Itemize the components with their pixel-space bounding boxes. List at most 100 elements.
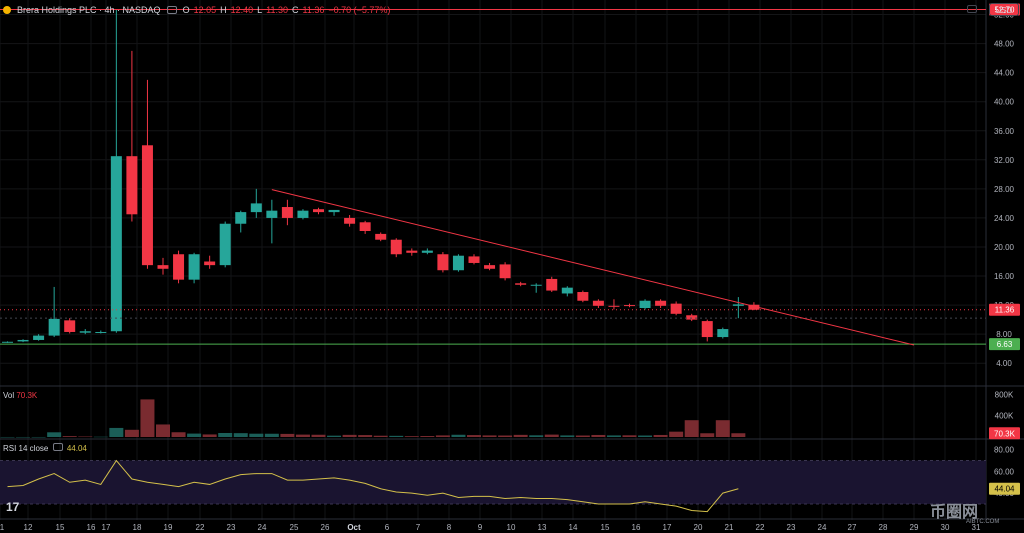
candle	[406, 248, 418, 256]
candle	[48, 286, 60, 338]
volume-bar	[373, 435, 388, 437]
trend-line	[271, 189, 915, 346]
low-value: 11.30	[266, 5, 289, 15]
price-tick-label: 20.00	[994, 243, 1015, 252]
candle-body	[95, 331, 107, 333]
rsi-eye-icon[interactable]	[52, 443, 63, 451]
time-tick-label: 9	[478, 523, 483, 532]
time-tick-label: 22	[196, 523, 205, 532]
eye-icon[interactable]	[166, 6, 177, 14]
change-value: −0.70 (−5.77%)	[328, 5, 391, 15]
candle-body	[188, 254, 200, 280]
volume-bar	[0, 436, 15, 438]
currency-button[interactable]: USD	[989, 3, 1019, 16]
candle-body	[406, 250, 418, 253]
rsi-tick-label: 80.00	[994, 446, 1015, 455]
symbol-title[interactable]: Brera Holdings PLC · 4h · NASDAQ	[17, 5, 161, 15]
candle	[126, 50, 138, 222]
volume-bar	[295, 434, 310, 437]
volume-bar	[327, 435, 342, 437]
candle	[157, 257, 169, 275]
candle-body	[110, 156, 122, 332]
tradingview-logo[interactable]: 17	[6, 500, 20, 514]
volume-tick-label: 400K	[995, 412, 1014, 421]
time-tick-label: 17	[102, 523, 111, 532]
time-tick-label: 23	[227, 523, 236, 532]
candle-body	[639, 300, 651, 308]
candle-body	[297, 210, 309, 218]
candle	[328, 209, 340, 216]
candle-body	[126, 156, 138, 215]
volume-bar	[715, 420, 730, 437]
candle	[468, 254, 480, 265]
candle-body	[655, 300, 667, 306]
candle	[281, 199, 293, 226]
price-tick-label: 4.00	[996, 359, 1012, 368]
candle	[701, 319, 713, 342]
volume-bar	[560, 435, 575, 437]
price-tick-label: 32.00	[994, 156, 1015, 165]
candle-body	[2, 341, 13, 343]
watermark: 币圈网	[930, 504, 979, 521]
compare-icon[interactable]	[967, 5, 977, 13]
price-tick-label: 48.00	[994, 40, 1015, 49]
price-tick-label: 36.00	[994, 127, 1015, 136]
candle	[375, 232, 387, 242]
time-tick-label: 14	[569, 523, 578, 532]
candle-body	[561, 287, 573, 294]
volume-bar	[404, 436, 419, 437]
time-tick-label: 30	[941, 523, 950, 532]
volume-value: 70.3K	[16, 391, 38, 400]
support-price-label: 6.63	[997, 340, 1013, 349]
time-tick-label: 8	[447, 523, 452, 532]
candle-body	[328, 209, 340, 213]
candle	[204, 255, 216, 269]
candle-body	[717, 329, 729, 338]
volume-bar	[156, 424, 170, 437]
grid-lines	[0, 0, 1024, 520]
volume-bar	[280, 433, 295, 437]
time-tick-label: 13	[538, 523, 547, 532]
last-price-label-bg	[989, 303, 1020, 316]
time-tick-label: 12	[24, 523, 33, 532]
candle	[624, 303, 635, 308]
time-tick-label: 20	[694, 523, 703, 532]
price-axis: 4.008.0012.0016.0020.0024.0028.0032.0036…	[989, 3, 1020, 368]
volume-bar	[124, 429, 139, 437]
time-tick-label: Oct	[347, 523, 361, 532]
volume-bar	[218, 433, 233, 437]
candle	[437, 252, 449, 273]
candle-body	[577, 292, 589, 301]
candle-body	[173, 254, 185, 280]
time-tick-label: 22	[756, 523, 765, 532]
candle-body	[468, 256, 480, 263]
candle-body	[17, 339, 29, 342]
candle	[421, 248, 433, 255]
time-tick-label: 6	[385, 523, 390, 532]
candle-body	[701, 321, 713, 338]
rsi-line	[7, 459, 739, 513]
time-tick-label: 24	[818, 523, 827, 532]
volume-bar	[638, 435, 653, 437]
time-tick-label: 23	[787, 523, 796, 532]
candle-body	[344, 217, 356, 224]
volume-bar	[544, 434, 559, 437]
candle-body	[375, 233, 387, 240]
candle-body	[437, 254, 449, 271]
volume-bar	[435, 435, 450, 437]
rsi-value: 44.04	[66, 444, 87, 453]
candle-body	[608, 305, 620, 307]
candles	[2, 9, 760, 343]
candle-body	[79, 331, 91, 333]
volume-bar	[342, 434, 357, 437]
candle	[297, 209, 309, 220]
volume-bar	[202, 434, 217, 437]
volume-bar	[264, 433, 279, 437]
candle	[141, 79, 153, 269]
volume-bar	[575, 435, 590, 437]
volume-bar	[498, 435, 513, 437]
candle	[546, 276, 558, 293]
chart-header: Brera Holdings PLC · 4h · NASDAQ O 12.05 …	[3, 3, 390, 17]
time-tick-label: 11	[0, 523, 5, 532]
